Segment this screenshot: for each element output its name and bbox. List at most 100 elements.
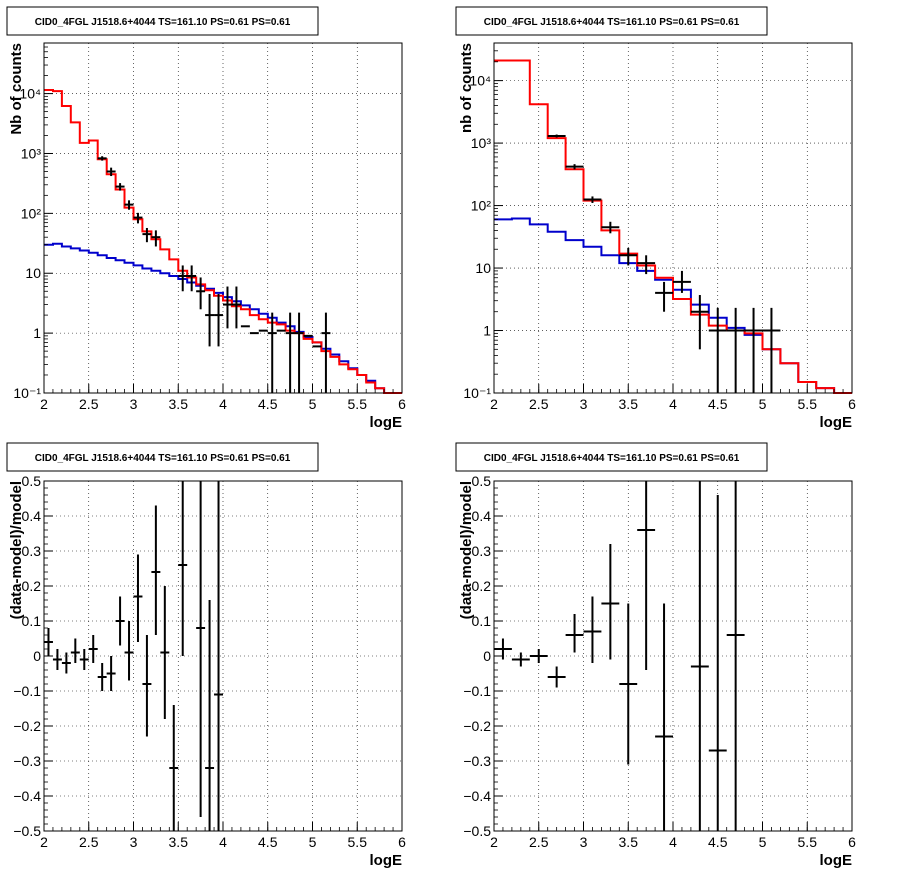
y-tick-label: 0.1 — [472, 613, 492, 629]
data-point — [565, 164, 584, 170]
x-tick-label: 4.5 — [258, 834, 278, 850]
data-point — [655, 603, 673, 831]
x-tick-label: 2.5 — [79, 396, 99, 412]
data-point — [52, 649, 62, 670]
y-tick-label: −0.4 — [463, 788, 491, 804]
y-tick-label: 0.3 — [472, 543, 492, 559]
y-tick-label: 10³ — [471, 135, 492, 151]
y-tick-label: 10⁻¹ — [463, 385, 491, 401]
y-tick-label: 0.4 — [472, 508, 492, 524]
y-axis-label: nb of counts — [458, 43, 475, 133]
y-tick-label: 0 — [483, 648, 491, 664]
x-tick-label: 2.5 — [79, 834, 99, 850]
data-point — [294, 312, 304, 393]
x-tick-label: 5.5 — [798, 396, 818, 412]
y-tick-label: 10⁴ — [19, 86, 41, 102]
title-box — [455, 442, 768, 472]
model-total-histogram — [44, 89, 402, 394]
x-tick-label: 4 — [219, 396, 227, 412]
data-point — [726, 481, 745, 831]
data-point — [267, 312, 277, 393]
data-point — [115, 183, 125, 191]
y-tick-label: −0.4 — [13, 788, 41, 804]
x-tick-label: 6 — [848, 834, 856, 850]
y-tick-label: 10 — [25, 265, 41, 281]
y-axis: −0.5 −0.4 −0.3 −0.2 −0.1 0 0.1 0.2 0.3 0.4 0.5(dat… — [458, 473, 503, 839]
x-tick-label: 2.5 — [529, 834, 549, 850]
x-axis: 2 2.5 3 3.5 4 4.5 5 5.5 6 logE — [490, 384, 856, 431]
x-tick-label: 4 — [669, 834, 677, 850]
y-tick-label: 0.1 — [22, 613, 42, 629]
data-point — [511, 652, 530, 667]
data-point — [151, 505, 161, 635]
data-point — [169, 705, 179, 831]
x-tick-label: 2.5 — [529, 396, 549, 412]
y-tick-label: 10⁻¹ — [13, 385, 41, 401]
data-point — [547, 666, 566, 688]
data-point — [142, 635, 152, 737]
data-point — [583, 596, 602, 663]
x-tick-label: 5.5 — [798, 834, 818, 850]
x-axis-label: logE — [370, 852, 403, 869]
y-tick-label: −0.2 — [13, 718, 41, 734]
x-tick-label: 3.5 — [169, 396, 189, 412]
y-tick-label: 10³ — [21, 145, 42, 161]
data-point — [619, 603, 638, 765]
data-point — [321, 312, 331, 393]
x-tick-label: 2 — [490, 834, 498, 850]
chart-title: CID0_4FGL J1518.6+4044 TS=161.10 PS=0.61… — [35, 453, 291, 464]
data-point — [133, 554, 143, 642]
x-tick-label: 3.5 — [619, 396, 639, 412]
data-point — [106, 656, 116, 691]
data-points — [44, 481, 223, 831]
x-tick-label: 3 — [130, 834, 138, 850]
grid — [494, 43, 852, 393]
x-tick-label: 6 — [398, 396, 406, 412]
data-point — [762, 307, 781, 393]
panel-bottom-right: CID0_4FGL J1518.6+4044 TS=161.10 PS=0.61… — [455, 442, 856, 869]
y-tick-label: 0.4 — [22, 508, 42, 524]
x-tick-label: 2 — [40, 834, 48, 850]
data-point — [214, 294, 223, 347]
x-tick-label: 5 — [759, 396, 767, 412]
model-total-histogram — [494, 59, 852, 394]
y-tick-label: 10² — [471, 198, 492, 214]
data-point — [79, 649, 89, 670]
data-point — [708, 307, 727, 393]
title-box — [6, 442, 319, 472]
data-point — [106, 167, 116, 177]
x-tick-label: 4 — [669, 396, 677, 412]
x-tick-label: 5 — [309, 396, 317, 412]
data-point — [673, 270, 691, 293]
data-point — [205, 294, 215, 347]
title-box — [455, 6, 768, 36]
data-point — [187, 265, 197, 292]
data-point — [547, 134, 566, 138]
data-point — [115, 596, 125, 646]
y-tick-label: −0.1 — [463, 683, 491, 699]
data-point — [61, 652, 71, 674]
data-point — [726, 307, 745, 393]
x-tick-label: 4 — [219, 834, 227, 850]
y-tick-label: 10 — [475, 260, 491, 276]
x-axis: 2 2.5 3 3.5 4 4.5 5 5.5 6 logE — [490, 822, 856, 869]
data-point — [70, 638, 80, 663]
data-point — [151, 230, 161, 247]
y-tick-label: 0.2 — [472, 578, 492, 594]
x-tick-label: 3.5 — [169, 834, 189, 850]
data-point — [690, 295, 709, 350]
y-tick-label: −0.1 — [13, 683, 41, 699]
data-point — [601, 544, 620, 660]
data-point — [231, 286, 241, 329]
y-tick-label: 0.5 — [472, 473, 492, 489]
x-tick-label: 3 — [580, 396, 588, 412]
chart-title: CID0_4FGL J1518.6+4044 TS=161.10 PS=0.61… — [35, 17, 291, 28]
panel-top-left: CID0_4FGL J1518.6+4044 TS=161.10 PS=0.61… — [6, 6, 406, 431]
data-points — [494, 481, 745, 831]
x-axis-label: logE — [370, 414, 403, 431]
chart-title: CID0_4FGL J1518.6+4044 TS=161.10 PS=0.61… — [484, 453, 740, 464]
model-background-histogram — [44, 242, 402, 394]
y-axis-label: Nb of counts — [8, 43, 25, 135]
